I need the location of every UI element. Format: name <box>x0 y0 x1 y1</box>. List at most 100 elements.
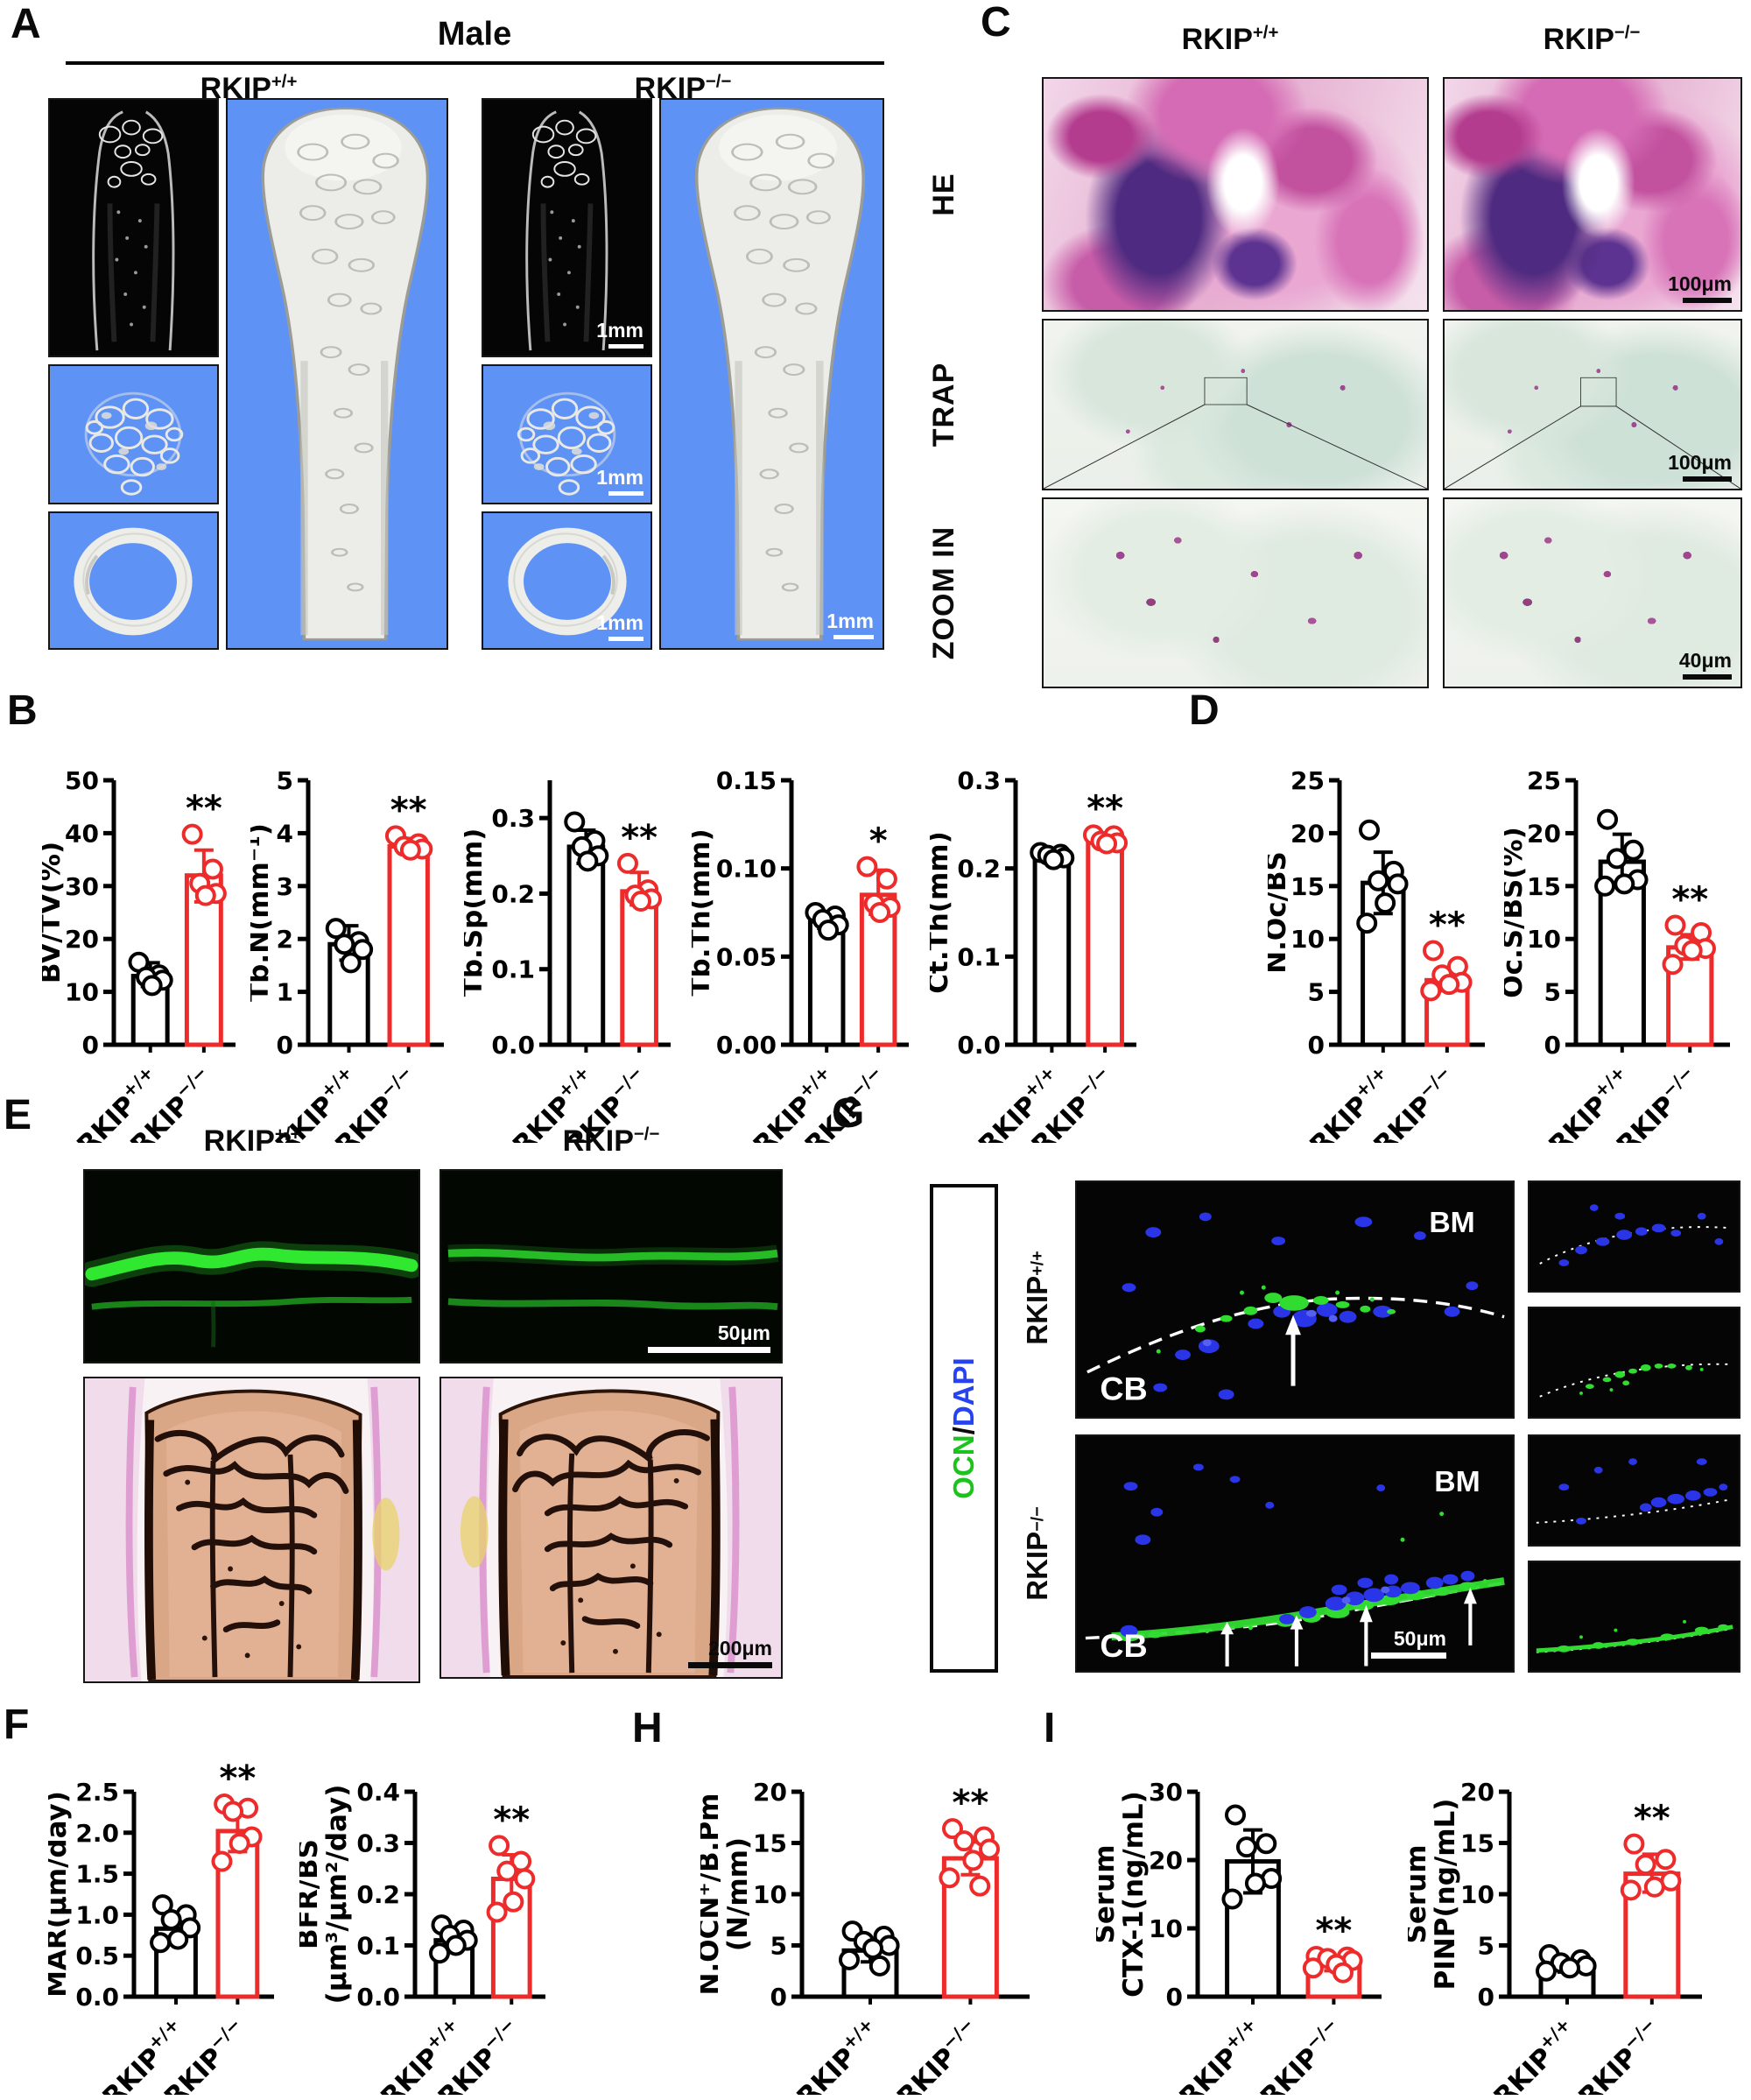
svg-text:15: 15 <box>1460 1829 1494 1858</box>
svg-text:Tb.Th(mm): Tb.Th(mm) <box>692 828 716 996</box>
genotype-sup: +/+ <box>274 1124 301 1145</box>
stain-separator: / <box>947 1427 980 1435</box>
scale-bar-label: 1mm <box>596 610 643 634</box>
he-image-ko: 100μm <box>1443 77 1742 312</box>
row-label-g-ko: RKIP −/− <box>1018 1466 1057 1641</box>
svg-text:15: 15 <box>1290 872 1325 901</box>
row-label-g-wt: RKIP +/+ <box>1018 1210 1057 1385</box>
chart-nocn: 0 5 10 15 20 RKIP+/+ ** RKIP−/− N.OCN⁺/B.Pm (N/mm… <box>693 1743 1042 2100</box>
svg-text:(μm³/μm²/day): (μm³/μm²/day) <box>321 1785 353 2005</box>
svg-text:0.2: 0.2 <box>491 879 535 908</box>
svg-text:CTX-1(ng/mL): CTX-1(ng/mL) <box>1118 1791 1150 1998</box>
header-c-wt: RKIP+/+ <box>1108 23 1353 57</box>
trap-image-ko: 100μm <box>1443 319 1742 490</box>
svg-text:5: 5 <box>770 1932 787 1961</box>
svg-text:0.1: 0.1 <box>491 955 535 984</box>
svg-text:0.2: 0.2 <box>957 855 1001 884</box>
chart-mar: 0.0 0.5 1.0 1.5 2.0 2.5 RKIP+/+ ** RKIP−/− MAR(μm… <box>41 1743 286 2100</box>
scale-bar-label: 200μm <box>708 1636 772 1660</box>
svg-text:RKIP−/−: RKIP−/− <box>1252 2013 1351 2095</box>
scale-bar: 200μm <box>688 1636 772 1668</box>
header-e-ko: RKIP−/− <box>489 1124 734 1159</box>
svg-text:5: 5 <box>1544 978 1561 1007</box>
svg-text:Tb.N(mm⁻¹): Tb.N(mm⁻¹) <box>250 823 275 1002</box>
scale-bar-label: 1mm <box>826 609 874 632</box>
svg-text:**: ** <box>219 1758 256 1799</box>
svg-text:1: 1 <box>277 978 293 1007</box>
panel-h-label: H <box>632 1705 663 1751</box>
scale-bar-label: 100μm <box>1668 271 1732 295</box>
svg-text:25: 25 <box>1290 766 1325 795</box>
svg-text:0.3: 0.3 <box>356 1829 400 1858</box>
svg-text:3: 3 <box>277 872 293 901</box>
chart-ctth: 0.0 0.1 0.2 0.3 RKIP+/+ ** RKIP−/− Ct.Th(mm) <box>923 731 1149 1161</box>
ocn-only-wt <box>1528 1307 1740 1419</box>
svg-text:0.15: 0.15 <box>716 766 777 795</box>
scale-bar: 50μm <box>648 1321 770 1353</box>
svg-text:N.Oc/BS: N.Oc/BS <box>1268 851 1292 974</box>
genotype-base: RKIP <box>1021 1275 1053 1345</box>
scale-bar: 50μm <box>1371 1627 1446 1659</box>
stain-legend-label: OCN / DAPI <box>945 1201 983 1656</box>
svg-text:4: 4 <box>277 819 293 848</box>
trap-image-wt <box>1042 319 1429 490</box>
scale-bar: 1mm <box>596 465 643 496</box>
genotype-sup: +/+ <box>1027 1251 1047 1276</box>
svg-text:**: ** <box>390 790 427 830</box>
row-label-zoomin: ZOOM IN <box>926 525 960 660</box>
svg-text:RKIP+/+: RKIP+/+ <box>1485 2013 1584 2095</box>
cortical-ring-ko: 1mm <box>482 511 652 650</box>
svg-text:Oc.S/BS(%): Oc.S/BS(%) <box>1504 827 1529 998</box>
genotype-sup: +/+ <box>271 72 298 92</box>
svg-text:10: 10 <box>1460 1880 1494 1909</box>
svg-text:0: 0 <box>1544 1031 1561 1060</box>
svg-text:**: ** <box>1634 1799 1670 1839</box>
svg-text:**: ** <box>1086 788 1123 828</box>
svg-text:0: 0 <box>82 1031 99 1060</box>
scale-bar: 1mm <box>826 610 874 639</box>
svg-text:RKIP+/+: RKIP+/+ <box>1171 2013 1269 2095</box>
chart-tbsp: 0.0 0.1 0.2 0.3 RKIP+/+ ** RKIP−/− Tb.Sp(mm) <box>457 731 683 1161</box>
svg-text:0.2: 0.2 <box>356 1880 400 1909</box>
microct-3d-femur-ko: 1mm <box>659 98 884 650</box>
svg-text:0: 0 <box>277 1031 293 1060</box>
calcein-image-wt <box>83 1169 420 1364</box>
svg-text:10: 10 <box>1290 925 1325 954</box>
dapi-only-ko <box>1528 1434 1740 1547</box>
svg-text:0.1: 0.1 <box>957 942 1001 971</box>
svg-text:0.4: 0.4 <box>356 1778 400 1807</box>
svg-text:20: 20 <box>753 1778 787 1807</box>
svg-text:PINP(ng/mL): PINP(ng/mL) <box>1430 1799 1461 1991</box>
svg-text:0.1: 0.1 <box>356 1932 400 1961</box>
scale-bar-label: 1mm <box>596 318 643 342</box>
svg-text:**: ** <box>493 1800 530 1840</box>
svg-text:0.10: 0.10 <box>716 855 777 884</box>
chart-tbn: 0 1 2 3 4 5 RKIP+/+ ** RKIP−/− Tb.N(mm⁻¹) <box>243 731 456 1161</box>
dapi-only-wt <box>1528 1180 1740 1293</box>
genotype-base: RKIP <box>562 1124 634 1158</box>
svg-text:Serum: Serum <box>1096 1844 1121 1943</box>
svg-text:0.0: 0.0 <box>491 1031 535 1060</box>
ocn-dapi-image-ko: BM CB 50μm <box>1075 1434 1515 1673</box>
svg-text:**: ** <box>186 789 222 829</box>
svg-text:RKIP+/+: RKIP+/+ <box>788 2013 887 2095</box>
genotype-sup: +/+ <box>1252 23 1279 43</box>
svg-text:5: 5 <box>277 766 293 795</box>
bm-label: BM <box>1429 1207 1474 1239</box>
genotype-sup: −/− <box>1614 23 1641 43</box>
svg-text:20: 20 <box>1149 1846 1183 1875</box>
scale-bar-label: 1mm <box>596 465 643 489</box>
chart-ctx: 0 10 20 30 RKIP+/+ ** RKIP−/− Serum CTX-1(ng/mL) <box>1089 1743 1394 2100</box>
svg-text:0.0: 0.0 <box>356 1983 400 2012</box>
svg-text:5: 5 <box>1308 978 1325 1007</box>
genotype-sup: −/− <box>1027 1506 1047 1532</box>
genotype-base: RKIP <box>1543 23 1614 56</box>
genotype-base: RKIP <box>1021 1531 1053 1601</box>
scale-bar: 1mm <box>596 610 643 641</box>
vonkossa-image-ko: 200μm <box>440 1377 783 1679</box>
svg-text:Tb.Sp(mm): Tb.Sp(mm) <box>464 828 489 997</box>
svg-text:**: ** <box>1315 1911 1352 1951</box>
cb-label: CB <box>1100 1627 1147 1664</box>
svg-text:0: 0 <box>1166 1983 1183 2012</box>
